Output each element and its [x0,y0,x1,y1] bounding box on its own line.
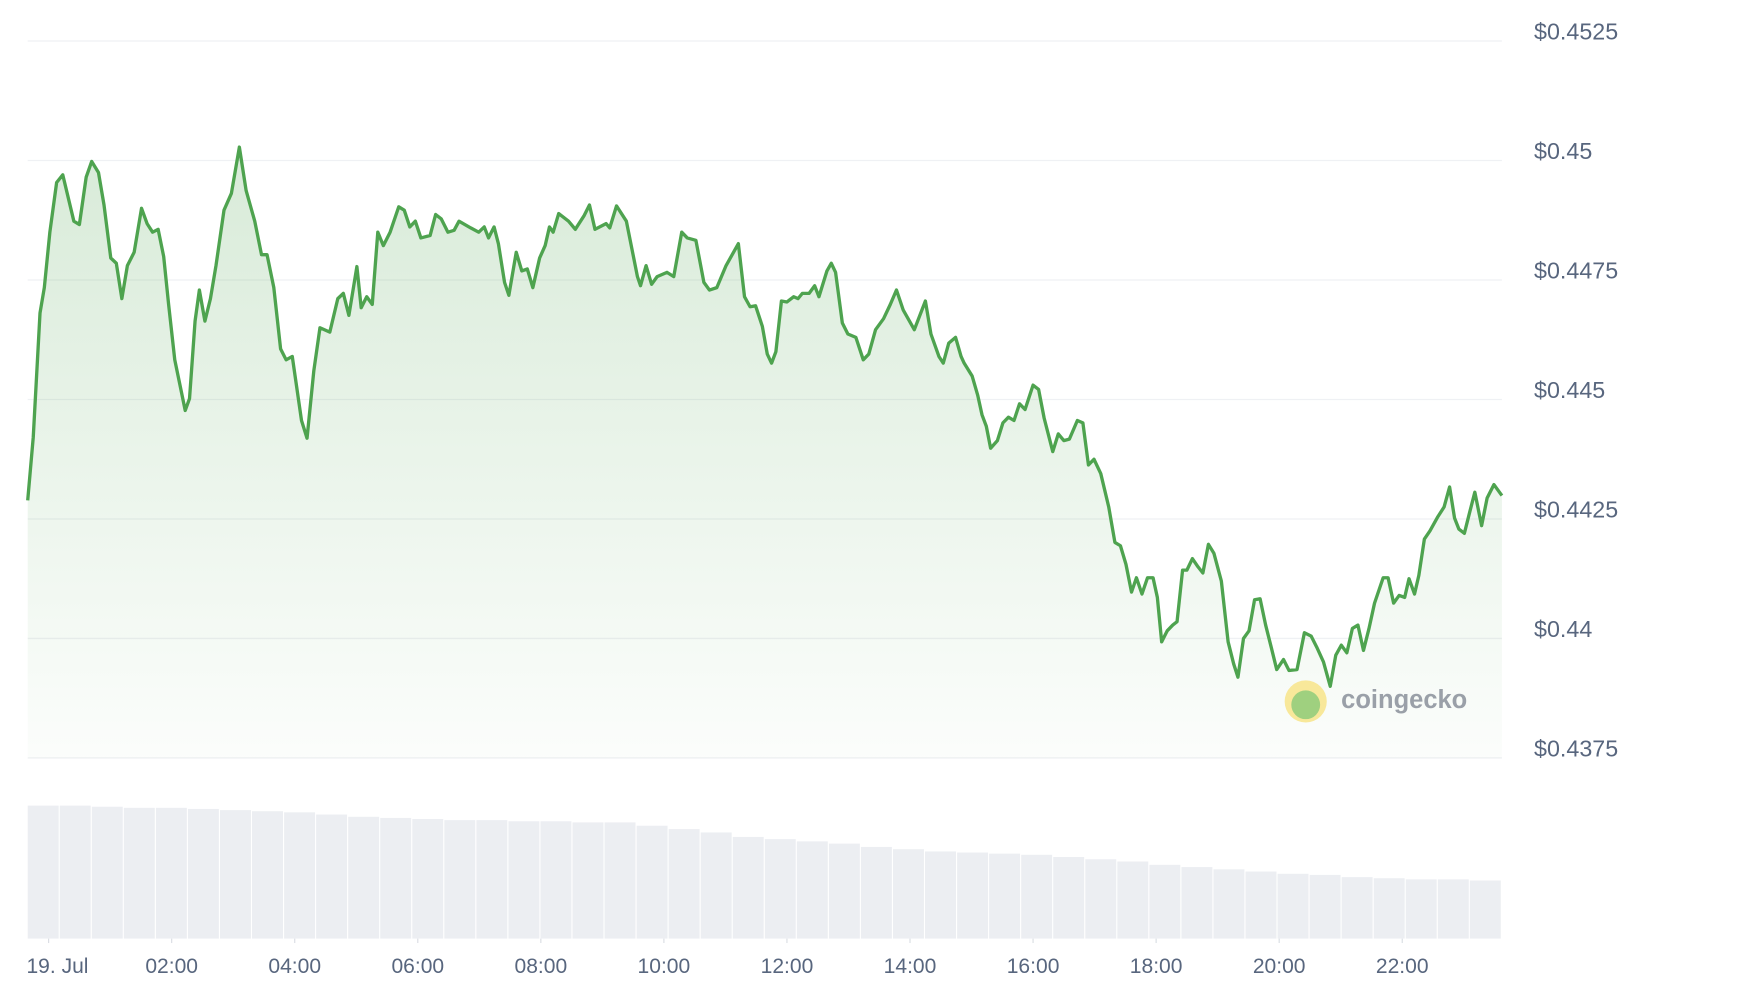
volume-bar [187,808,219,939]
volume-bar [1373,878,1405,939]
volume-bar [476,820,508,939]
x-tick-label: 04:00 [268,955,321,978]
volume-bar [1181,867,1213,939]
x-tick-label: 08:00 [515,955,568,978]
volume-bar [219,810,251,939]
volume-bar [348,816,380,939]
volume-bar [925,851,956,939]
volume-bar [444,820,476,939]
volume-bar [892,849,924,939]
volume-bar [252,811,283,939]
volume-bar [732,836,764,939]
watermark-logo-inner [1291,690,1321,720]
price-line [26,145,1504,688]
volume-bar [540,821,572,939]
x-tick-label: 19. Jul [26,955,88,978]
volume-bar [1277,873,1309,939]
volume-bar [1085,859,1117,939]
volume-bar [1021,854,1053,939]
area [27,147,1502,758]
x-tick-label: 02:00 [145,955,198,978]
volume-bar [59,805,91,939]
volume-bar [604,822,636,939]
y-tick-label: $0.445 [1534,377,1605,403]
volume-bar [700,832,732,939]
volume-bar [1437,879,1469,939]
x-tick-label: 06:00 [391,955,444,978]
volume-bar [316,814,348,939]
volume-bar [284,812,316,939]
volume-bar [380,817,412,939]
watermark: coingecko [1284,680,1467,723]
volume-bar [155,807,187,939]
volume-bar [27,805,59,939]
volume-bar [989,853,1021,939]
x-tick-label: 20:00 [1253,955,1306,978]
x-tick-label: 12:00 [761,955,814,978]
volume-bar [123,807,155,939]
volume-bar [572,822,604,939]
y-tick-label: $0.4525 [1534,18,1618,44]
volume-bar [636,825,668,939]
volume-bar [1405,879,1437,939]
x-tick-label: 22:00 [1376,955,1429,978]
x-tick-label: 14:00 [884,955,937,978]
x-tick-label: 10:00 [638,955,691,978]
y-tick-label: $0.4375 [1534,735,1618,761]
volume-bar [508,821,540,939]
y-tick-label: $0.44 [1534,616,1592,642]
volume-bar [1245,871,1277,939]
volume-bar [1213,869,1245,939]
volume-bar [1053,857,1085,939]
y-tick-label: $0.4475 [1534,257,1618,283]
watermark-text: coingecko [1341,686,1467,714]
x-tick-label: 18:00 [1130,955,1183,978]
volume-bar [1469,880,1501,939]
volume-bar [828,843,860,939]
x-tick-label: 16:00 [1007,955,1060,978]
volume-bar [957,852,989,939]
volume-bar [668,829,700,939]
volume-bar [764,839,796,939]
y-tick-label: $0.4425 [1534,496,1618,522]
grid [27,40,1502,759]
volume-bar [1117,861,1149,939]
volume-bar [91,806,123,939]
volume-bar [412,819,444,939]
volume-bar [1149,864,1181,939]
volume-bar [860,846,892,939]
volume-bar [796,841,828,939]
y-tick-label: $0.45 [1534,138,1592,164]
volume-bar [1309,874,1341,939]
volume-bar [1341,877,1373,939]
